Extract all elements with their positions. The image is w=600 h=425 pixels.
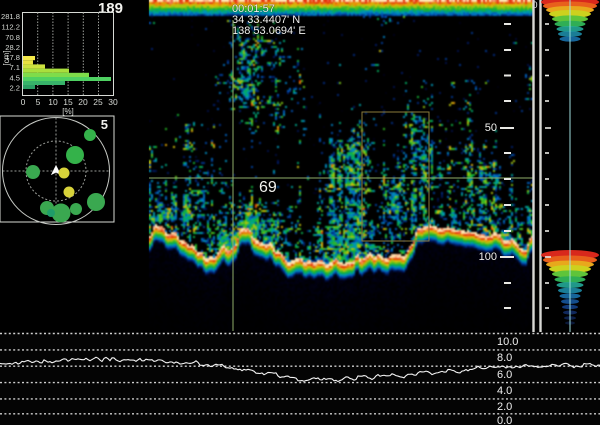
svg-text:112.2: 112.2 — [2, 23, 20, 32]
svg-text:15: 15 — [63, 97, 73, 107]
svg-text:281.8: 281.8 — [1, 12, 20, 21]
svg-text:10.0: 10.0 — [497, 336, 518, 348]
svg-text:[cm]: [cm] — [2, 50, 11, 65]
svg-text:5: 5 — [101, 117, 108, 132]
svg-text:4.0: 4.0 — [497, 385, 512, 397]
svg-text:2.2: 2.2 — [9, 84, 20, 93]
svg-text:70.8: 70.8 — [5, 33, 20, 42]
svg-text:10: 10 — [48, 97, 58, 107]
svg-text:0: 0 — [21, 97, 26, 107]
svg-text:8.0: 8.0 — [497, 352, 512, 364]
svg-text:2.0: 2.0 — [497, 401, 512, 413]
svg-text:100: 100 — [479, 251, 497, 263]
svg-text:5: 5 — [36, 97, 41, 107]
svg-text:50: 50 — [485, 122, 497, 134]
svg-text:30: 30 — [108, 97, 118, 107]
svg-text:4.5: 4.5 — [9, 74, 20, 83]
svg-text:25: 25 — [93, 97, 103, 107]
svg-text:0.0: 0.0 — [497, 415, 512, 425]
svg-text:7.1: 7.1 — [9, 63, 20, 72]
svg-text:189: 189 — [98, 0, 123, 17]
svg-text:6.0: 6.0 — [497, 369, 512, 381]
svg-text:138 53.0694' E: 138 53.0694' E — [232, 25, 306, 37]
svg-text:20: 20 — [78, 97, 88, 107]
svg-text:[%]: [%] — [62, 107, 74, 116]
svg-text:69: 69 — [259, 179, 277, 196]
